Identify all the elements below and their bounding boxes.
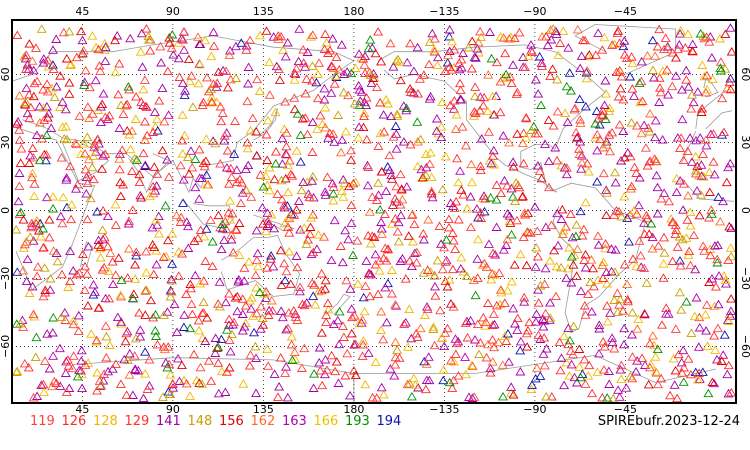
legend-item: 194: [376, 414, 402, 429]
lat-tick-right: −30: [739, 267, 750, 290]
lon-tick-top: −90: [523, 5, 546, 18]
legend-item: 193: [345, 414, 370, 429]
coastline: [253, 108, 278, 141]
lat-tick-right: 60: [739, 67, 750, 81]
tick-labels: 45 90 135 180 −135 −90 −45 45 90 135 180 −135 −90 −45…: [0, 5, 750, 416]
coastline: [182, 198, 234, 229]
lon-tick-top: 90: [166, 5, 180, 18]
lon-tick-bottom: 135: [253, 403, 274, 416]
observation-triangle-group: [11, 29, 726, 402]
observation-triangle-group: [11, 24, 737, 403]
lat-tick-right: 30: [739, 135, 750, 149]
legend-item: 148: [187, 414, 213, 429]
observation-triangle-group: [29, 29, 734, 397]
land-outlines: [11, 24, 735, 403]
observation-triangle-group: [12, 31, 736, 396]
coastline: [574, 24, 677, 75]
legend-item: 166: [313, 414, 339, 429]
lon-tick-top: 135: [253, 5, 274, 18]
legend-item: 128: [93, 414, 118, 429]
lat-tick-right: −60: [739, 335, 750, 358]
legend-item: 126: [61, 414, 87, 429]
observation-triangle-group: [13, 24, 736, 401]
lon-tick-bottom: −45: [614, 403, 637, 416]
lon-tick-top: 180: [343, 5, 364, 18]
legend-item: 119: [30, 414, 55, 429]
coastline: [377, 44, 606, 193]
coastline: [128, 153, 170, 194]
lon-tick-bottom: −135: [429, 403, 459, 416]
legend-item: 163: [282, 414, 307, 429]
legend-item: 156: [219, 414, 244, 429]
observation-markers: [11, 23, 737, 403]
lon-tick-bottom: 90: [166, 403, 180, 416]
lon-tick-bottom: 180: [343, 403, 364, 416]
map-frame: [11, 19, 737, 404]
observation-triangle-group: [11, 26, 737, 399]
lat-tick-left: 60: [0, 67, 12, 81]
legend-item: 162: [250, 414, 276, 429]
lat-tick-left: −30: [0, 267, 12, 290]
legend-item: 129: [124, 414, 150, 429]
lon-tick-top: −45: [614, 5, 637, 18]
legend-item: 141: [156, 414, 181, 429]
lat-tick-left: −60: [0, 335, 12, 358]
coastline: [220, 234, 301, 297]
lon-tick-bottom: −90: [523, 403, 546, 416]
lat-tick-left: 0: [0, 207, 12, 214]
legend: 119 126 128 129 141 148 156 162 163 166 193 194 SPI…: [0, 414, 750, 438]
observation-triangle-group: [14, 24, 733, 391]
lon-tick-top: −135: [429, 5, 459, 18]
coastline: [325, 293, 351, 315]
lat-tick-right: 0: [739, 207, 750, 214]
lon-tick-top: 45: [75, 5, 89, 18]
lon-tick-bottom: 45: [75, 403, 89, 416]
lat-tick-left: 30: [0, 135, 12, 149]
legend-title: SPIREbufr.2023-12-24: [597, 414, 740, 429]
graticule: [12, 20, 736, 403]
coastline: [703, 78, 719, 98]
